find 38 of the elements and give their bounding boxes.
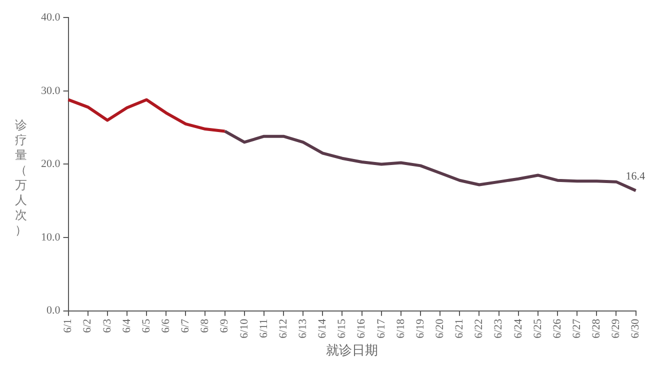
x-tick-label: 6/13 xyxy=(296,318,309,338)
x-tick-label: 6/8 xyxy=(199,318,212,333)
x-tick-label: 6/2 xyxy=(82,318,94,333)
x-tick-label: 6/26 xyxy=(551,318,564,338)
x-tick-label: 6/10 xyxy=(238,318,250,338)
x-tick-label: 6/14 xyxy=(316,318,329,338)
x-tick-label: 6/15 xyxy=(336,318,348,338)
x-tick-label: 6/29 xyxy=(610,318,622,338)
x-tick-label: 6/3 xyxy=(101,318,114,333)
y-axis-title: 诊疗量（万人次） xyxy=(14,118,28,238)
y-tick-label: 10.0 xyxy=(41,231,61,244)
x-tick-label: 6/16 xyxy=(356,318,368,338)
x-tick-label: 6/20 xyxy=(434,318,446,338)
x-tick-label: 6/28 xyxy=(590,318,603,338)
annotation: 16.4 xyxy=(626,170,646,183)
x-tick-label: 6/19 xyxy=(414,318,426,338)
x-tick-label: 6/6 xyxy=(160,318,172,333)
x-tick-label: 6/9 xyxy=(218,318,231,333)
y-tick-label: 0.0 xyxy=(46,304,61,317)
x-tick-label: 6/4 xyxy=(120,318,133,333)
x-axis-title: 就诊日期 xyxy=(326,344,378,359)
x-tick-label: 6/5 xyxy=(140,318,152,333)
y-tick-label: 40.0 xyxy=(41,11,61,24)
x-tick-label: 6/22 xyxy=(473,318,486,338)
x-tick-label: 6/12 xyxy=(277,318,290,338)
x-tick-label: 6/7 xyxy=(180,318,192,333)
x-tick-label: 6/23 xyxy=(492,318,505,338)
x-tick-label: 6/17 xyxy=(375,318,388,338)
x-tick-label: 6/24 xyxy=(512,318,524,338)
x-tick-label: 6/21 xyxy=(454,318,466,338)
y-tick-label: 20.0 xyxy=(41,158,61,170)
x-tick-label: 6/30 xyxy=(630,318,642,338)
x-tick-label: 6/11 xyxy=(258,318,270,338)
y-tick-label: 30.0 xyxy=(41,84,61,97)
x-tick-label: 6/25 xyxy=(532,318,544,338)
x-tick-label: 6/27 xyxy=(570,318,583,338)
x-tick-label: 6/1 xyxy=(62,318,74,333)
x-tick-label: 6/18 xyxy=(394,318,407,338)
